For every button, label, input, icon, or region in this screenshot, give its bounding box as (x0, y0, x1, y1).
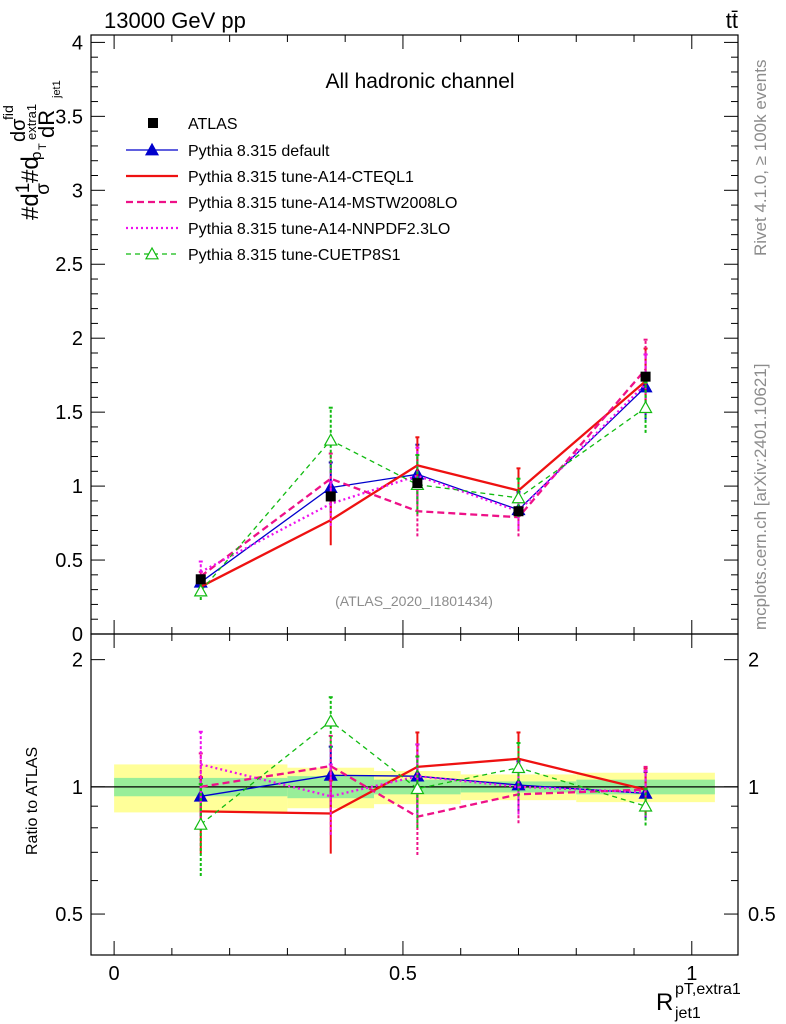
ratio-ytick-label-left-1: 1 (72, 777, 83, 799)
main-ytick-label-4: 2.5 (55, 254, 83, 276)
side-label-bottom: mcplots.cern.ch [arXiv:2401.10621] (751, 364, 770, 630)
xtick-label-1: 0.5 (389, 963, 417, 985)
data-point-3 (513, 506, 524, 517)
data-point-0 (195, 574, 206, 585)
axis-ticks: 0.5 1 1.5 2 2.5 3 3.5 4 0 0.5 0.5 1 1 2 2 0 0.5 1 (55, 32, 776, 985)
ylabel-part-j: dR (34, 110, 59, 138)
xlabel-main: R (656, 989, 673, 1016)
xlabel: R pT,extra1 jet1 (656, 981, 741, 1022)
main-line-s2 (200, 368, 647, 578)
side-label-top: Rivet 4.1.0, ≥ 100k events (751, 60, 770, 256)
legend-marker-atlas (148, 118, 158, 128)
legend-label-atlas: ATLAS (188, 116, 238, 133)
xtick-label-2: 1 (686, 963, 697, 985)
main-ytick-label-2: 1.5 (55, 402, 83, 424)
xlabel-sub: jet1 (674, 1005, 701, 1022)
main-ytick-label-8: 0 (72, 624, 83, 646)
ratio-marker-s4-p1 (323, 713, 338, 727)
ratio-panel-series (193, 696, 653, 877)
legend-label-1: Pythia 8.315 tune-A14-CTEQL1 (188, 169, 414, 186)
header-left: 13000 GeV pp (104, 8, 246, 33)
main-marker-s4-p1 (323, 433, 338, 446)
ylabel-part-k: jet1 (51, 80, 63, 99)
ylabel-part-i: T (37, 143, 49, 150)
main-ytick-label-1: 1 (72, 476, 83, 498)
ylabel-part-e: dσ (8, 118, 30, 142)
ratio-ytick-label-right-1: 1 (748, 777, 759, 799)
main-marker-s4-p0 (193, 583, 208, 597)
ylabel-main: #d1σ#d dσ fid p extra1 T dR jet1 (0, 80, 63, 220)
ratio-marker-s4-p2 (410, 781, 425, 795)
xtick-label-0: 0 (109, 963, 120, 985)
ratio-ytick-label-right-2: 2 (748, 650, 759, 672)
svg-text:#d1σ#d: #d1σ#d (13, 156, 54, 220)
ylabel-part-g: p (28, 152, 45, 160)
ylabel-part-d: #d (17, 156, 44, 183)
legend: ATLAS Pythia 8.315 default Pythia 8.315 t… (126, 116, 457, 264)
ratio-marker-s4-p0 (193, 817, 208, 830)
main-ytick-label-0: 0.5 (55, 550, 83, 572)
main-line-s4 (200, 407, 646, 592)
legend-marker-4 (144, 246, 160, 260)
ylabel-ratio: Ratio to ATLAS (24, 747, 41, 855)
main-panel-series (193, 338, 653, 600)
legend-label-3: Pythia 8.315 tune-A14-NNPDF2.3LO (188, 221, 450, 238)
ratio-ytick-label-left-0: 0.5 (55, 904, 83, 926)
ratio-frame (90, 633, 739, 956)
ratio-ytick-label-left-2: 2 (72, 650, 83, 672)
legend-marker-0 (144, 142, 160, 156)
legend-label-4: Pythia 8.315 tune-CUETP8S1 (188, 247, 401, 264)
atlas-data-points (195, 371, 651, 585)
data-point-4 (640, 371, 651, 382)
main-line-s1 (200, 380, 647, 588)
main-ytick-label-3: 2 (72, 328, 83, 350)
chart-title: All hadronic channel (325, 70, 514, 93)
ratio-marker-s4-p4 (638, 798, 653, 812)
ylabel-part-a: #d (17, 193, 44, 220)
ratio-ytick-label-right-0: 0.5 (748, 904, 776, 926)
ylabel-part-h: extra1 (24, 104, 39, 140)
data-point-2 (412, 478, 423, 489)
main-marker-s4-p3 (511, 490, 526, 504)
xlabel-sup: pT,extra1 (675, 981, 741, 998)
ratio-line-s3 (200, 763, 646, 798)
analysis-label: (ATLAS_2020_I1801434) (335, 593, 493, 609)
header-right: tt̄ (726, 8, 738, 33)
main-marker-s4-p4 (638, 400, 653, 414)
data-point-1 (325, 491, 336, 502)
ratio-marker-s4-p3 (511, 760, 526, 774)
legend-entry-atlas: ATLAS (148, 116, 238, 133)
main-ytick-label-5: 3 (72, 180, 83, 202)
ylabel-part-b: 1 (13, 183, 34, 194)
main-ytick-label-7: 4 (72, 32, 83, 54)
main-ytick-label-6: 3.5 (55, 106, 83, 128)
ratio-line-s4 (200, 720, 646, 825)
legend-label-2: Pythia 8.315 tune-A14-MSTW2008LO (188, 195, 457, 212)
ylabel-part-c: σ (33, 183, 54, 195)
ylabel-part-f: fid (0, 105, 16, 120)
legend-label-0: Pythia 8.315 default (188, 143, 330, 160)
